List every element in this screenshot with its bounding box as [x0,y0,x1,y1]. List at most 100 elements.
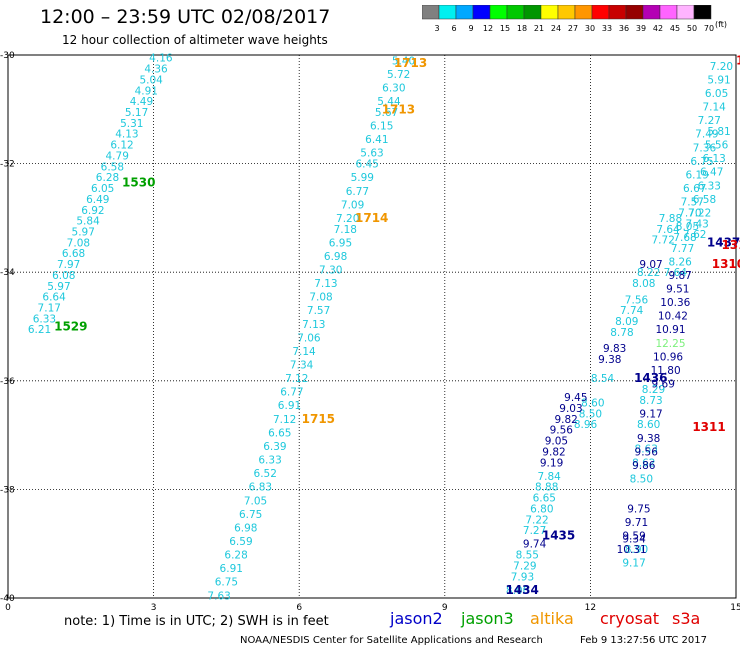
wave-height-reading: 7.13 [302,319,325,331]
pass-time-label: 1529 [54,320,87,334]
wave-height-reading: 9.38 [637,433,660,445]
legend-tick-label: 12 [483,24,493,33]
wave-height-reading: 5.99 [351,172,374,184]
pass-time-label: 1311 [692,420,725,434]
wave-height-reading: 10.42 [658,311,688,323]
wave-height-reading: 7.27 [523,525,546,537]
legend-tick-label: 33 [602,24,612,33]
wave-height-reading: 8.73 [639,395,662,407]
wave-height-reading: 7.49 [695,129,718,141]
wave-height-reading: 6.21 [28,324,51,336]
wave-height-reading: 7.06 [297,332,321,344]
plot-frame [7,54,737,599]
wave-height-reading: 9.59 [622,531,645,543]
wave-height-reading: 9.19 [540,457,563,469]
wave-height-reading: 9.75 [627,503,650,515]
wave-height-reading: 6.15 [370,121,393,133]
pass-time-label: 1715 [302,412,335,426]
wave-height-reading: 8.50 [630,474,653,486]
wave-height-reading: 6.91 [220,563,243,575]
pass-time-label: 1310 [712,257,740,271]
wave-height-reading: 9.82 [542,446,565,458]
x-tick-label: 3 [151,603,157,610]
chart-subtitle: 12 hour collection of altimeter wave hei… [62,33,328,47]
wave-height-reading: 4.16 [149,53,173,65]
wave-height-reading: 5.44 [377,96,401,108]
wave-height-reading: 6.45 [355,159,378,171]
wave-height-reading: 9.17 [639,408,662,420]
wave-height-reading: 9.74 [523,539,547,551]
legend-tick-label: 6 [451,24,456,33]
wave-height-reading: 6.67 [683,183,706,195]
wave-height-reading: 6.28 [96,172,119,184]
wave-height-reading: 6.52 [254,468,277,480]
wave-height-reading: 9.83 [603,343,626,355]
wave-height-reading: 7.14 [292,346,316,358]
wave-height-reading: 6.98 [324,251,347,263]
wave-height-reading: 6.19 [685,169,708,181]
wave-height-reading: 6.75 [239,509,262,521]
wave-height-reading: 7.22 [525,514,548,526]
wave-height-reading: 7.20 [336,213,359,225]
legend-tick-label: 18 [517,24,527,33]
wave-height-reading: 7.12 [273,414,296,426]
wave-height-reading: 7.70 [678,207,701,219]
wave-height-reading: 8.78 [610,327,633,339]
legend-tick-label: 3 [434,24,439,33]
wave-height-reading: 7.36 [693,142,717,154]
wave-height-reading: 8.09 [615,316,638,328]
wave-height-reading: 9.86 [632,460,656,472]
wave-height-reading: 6.59 [229,536,252,548]
y-tick-label: -32 [0,160,15,170]
wave-height-reading: 7.72 [652,235,675,247]
wave-height-reading: 7.62 [683,229,706,241]
wave-height-reading: 9.17 [622,558,645,570]
wave-height-reading: 5.63 [360,148,383,160]
x-tick-label: 6 [296,603,302,610]
wave-height-reading: 7.05 [244,495,267,507]
wave-height-reading: 7.12 [285,373,308,385]
wave-height-reading: 5.40 [392,55,415,67]
wave-height-reading: 6.75 [215,577,238,589]
wave-height-reading: 7.22 [688,207,711,219]
wave-height-reading: 6.65 [268,427,291,439]
wave-height-reading: 7.18 [334,224,357,236]
wave-height-reading: 12.25 [655,338,685,350]
wave-height-reading: 6.83 [249,482,272,494]
y-tick-label: -38 [0,485,15,495]
wave-height-reading: 6.39 [263,441,286,453]
wave-height-reading: 9.56 [635,446,659,458]
wave-height-reading: 6.08 [52,270,75,282]
wave-height-reading: 6.58 [693,194,716,206]
wave-height-reading: 8.00 [506,585,529,597]
y-tick-label: -34 [0,268,15,278]
x-tick-label: 12 [585,603,596,610]
wave-height-reading: 5.97 [47,281,70,293]
wave-height-reading: 9.45 [564,392,587,404]
wave-height-reading: 5.31 [120,118,143,130]
wave-height-reading: 7.64 [656,224,680,236]
wave-height-reading: 7.29 [513,560,536,572]
legend-swatch [693,5,712,20]
wave-height-reading: 7.88 [659,213,682,225]
wave-height-reading: 4.79 [106,150,129,162]
x-tick-label: 15 [730,603,740,610]
pass-time-label: 1713 [382,102,415,116]
wave-height-reading: 6.98 [234,522,257,534]
wave-height-reading: 7.57 [307,305,330,317]
wave-height-reading: 6.91 [278,400,301,412]
wave-height-reading: 7.13 [314,278,337,290]
wave-height-reading: 9.69 [652,379,675,391]
pass-time-label: 1434 [505,583,538,597]
legend-tick-label: 45 [670,24,680,33]
wave-height-reading: 7.74 [620,305,644,317]
wave-height-reading: 6.13 [702,153,725,165]
wave-height-reading: 7.43 [685,218,708,230]
legend-tick-label: 42 [653,24,663,33]
wave-height-reading: 5.84 [76,216,100,228]
legend-tick-label: 9 [468,24,473,33]
x-tick-label: 0 [5,603,11,610]
wave-height-reading: 8.55 [516,550,539,562]
wave-height-reading: 8.08 [632,278,655,290]
wave-height-reading: 6.33 [258,455,281,467]
